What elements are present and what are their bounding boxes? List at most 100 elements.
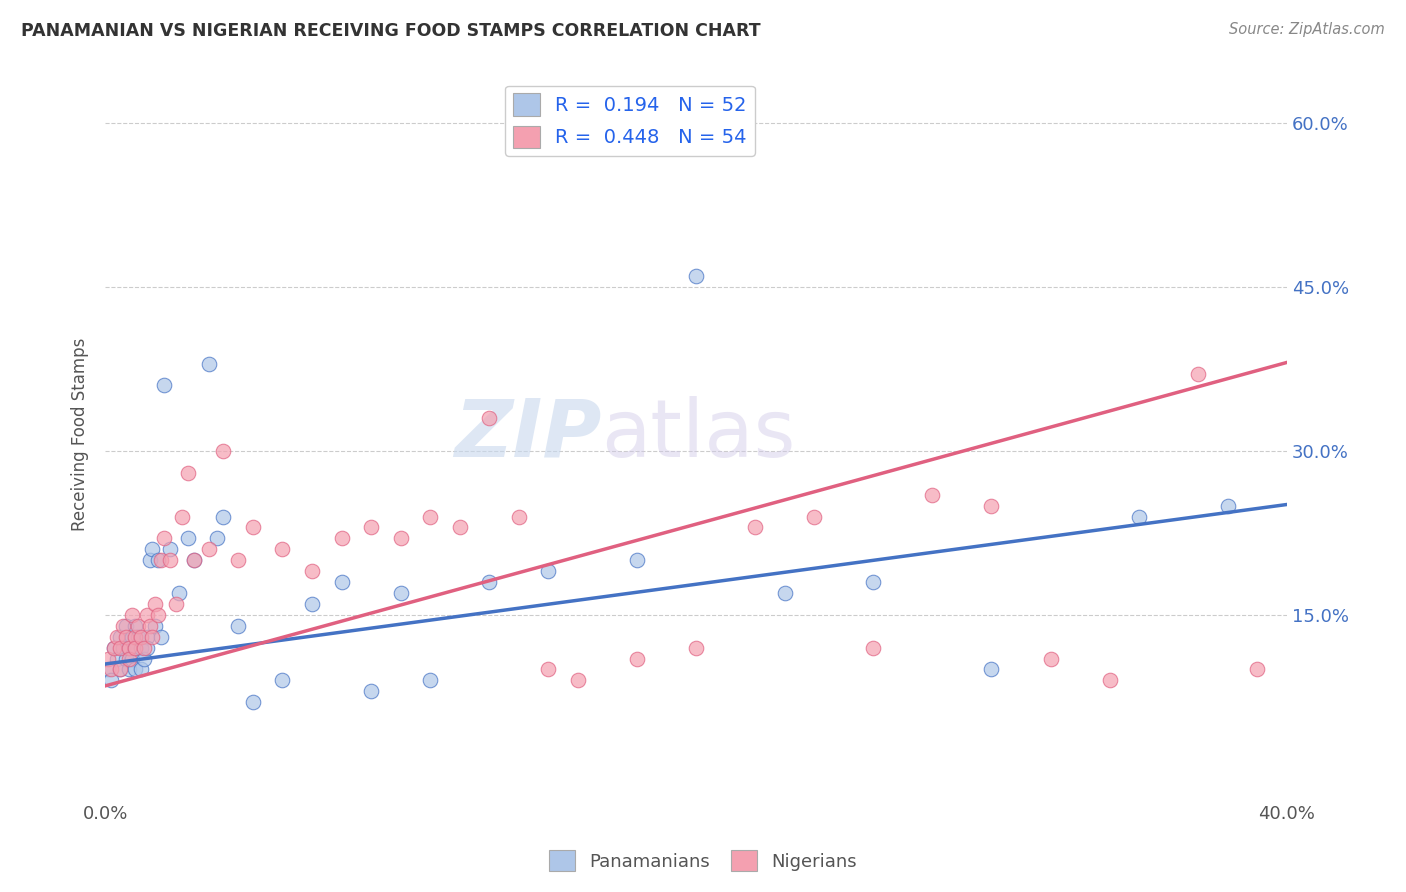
Point [103, 640, 125, 655]
Point [271, 673, 294, 688]
Point [301, 564, 323, 578]
Point [242, 520, 264, 534]
Legend: R =  0.194   N = 52, R =  0.448   N = 54: R = 0.194 N = 52, R = 0.448 N = 54 [505, 86, 755, 156]
Point [165, 597, 187, 611]
Point [567, 673, 589, 688]
Point [921, 488, 943, 502]
Point [108, 640, 131, 655]
Point [449, 520, 471, 534]
Y-axis label: Receiving Food Stamps: Receiving Food Stamps [72, 338, 89, 532]
Point [360, 520, 382, 534]
Point [97, 663, 120, 677]
Point [226, 619, 249, 633]
Point [242, 695, 264, 709]
Point [212, 444, 235, 458]
Point [330, 532, 353, 546]
Point [105, 630, 128, 644]
Point [97, 651, 120, 665]
Point [478, 575, 501, 590]
Legend: Panamanians, Nigerians: Panamanians, Nigerians [543, 843, 863, 879]
Point [537, 663, 560, 677]
Point [167, 586, 190, 600]
Point [108, 663, 131, 677]
Point [419, 673, 441, 688]
Point [685, 269, 707, 284]
Point [389, 586, 412, 600]
Point [100, 663, 122, 677]
Text: Source: ZipAtlas.com: Source: ZipAtlas.com [1229, 22, 1385, 37]
Point [980, 663, 1002, 677]
Point [127, 630, 149, 644]
Point [148, 607, 170, 622]
Text: atlas: atlas [602, 395, 796, 474]
Point [118, 640, 141, 655]
Point [124, 640, 146, 655]
Point [121, 651, 143, 665]
Point [159, 542, 181, 557]
Point [141, 630, 163, 644]
Point [118, 663, 141, 677]
Point [980, 499, 1002, 513]
Point [226, 553, 249, 567]
Point [1187, 368, 1209, 382]
Point [135, 640, 157, 655]
Point [124, 640, 146, 655]
Point [108, 663, 131, 677]
Point [330, 575, 353, 590]
Point [121, 630, 143, 644]
Point [124, 619, 146, 633]
Text: PANAMANIAN VS NIGERIAN RECEIVING FOOD STAMPS CORRELATION CHART: PANAMANIAN VS NIGERIAN RECEIVING FOOD ST… [21, 22, 761, 40]
Point [153, 532, 176, 546]
Point [115, 619, 138, 633]
Point [1128, 509, 1150, 524]
Point [108, 630, 131, 644]
Point [212, 509, 235, 524]
Point [508, 509, 530, 524]
Point [626, 553, 648, 567]
Point [301, 597, 323, 611]
Point [111, 640, 134, 655]
Point [1246, 663, 1268, 677]
Point [419, 509, 441, 524]
Point [1098, 673, 1121, 688]
Point [537, 564, 560, 578]
Point [127, 619, 149, 633]
Point [1216, 499, 1239, 513]
Point [138, 553, 160, 567]
Point [862, 575, 884, 590]
Point [135, 630, 157, 644]
Point [103, 640, 125, 655]
Point [177, 466, 200, 480]
Point [626, 651, 648, 665]
Point [148, 553, 170, 567]
Point [177, 532, 200, 546]
Point [360, 684, 382, 698]
Point [183, 553, 205, 567]
Point [478, 411, 501, 425]
Point [862, 640, 884, 655]
Point [129, 640, 152, 655]
Point [159, 553, 181, 567]
Point [129, 663, 152, 677]
Point [145, 597, 167, 611]
Point [153, 378, 176, 392]
Point [124, 663, 146, 677]
Point [129, 630, 152, 644]
Point [150, 553, 173, 567]
Point [121, 607, 143, 622]
Point [115, 651, 138, 665]
Point [183, 553, 205, 567]
Point [207, 532, 229, 546]
Point [197, 357, 219, 371]
Point [105, 651, 128, 665]
Point [271, 542, 294, 557]
Point [100, 673, 122, 688]
Point [744, 520, 766, 534]
Point [773, 586, 796, 600]
Point [118, 640, 141, 655]
Point [132, 651, 155, 665]
Point [1039, 651, 1062, 665]
Point [118, 651, 141, 665]
Point [389, 532, 412, 546]
Point [197, 542, 219, 557]
